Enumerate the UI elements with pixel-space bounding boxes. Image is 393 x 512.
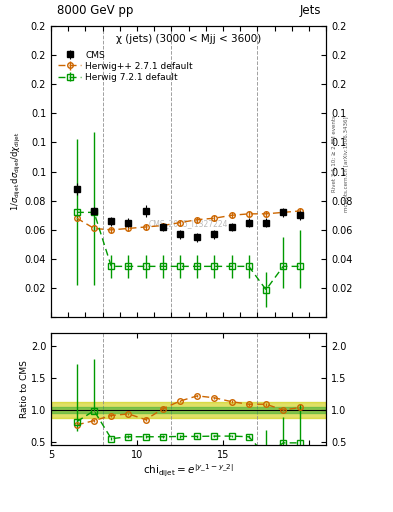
X-axis label: $\mathrm{chi}_\mathrm{dijet} = e^{|y\_1-y\_2|}$: $\mathrm{chi}_\mathrm{dijet} = e^{|y\_1-…: [143, 463, 234, 479]
Legend: CMS, Herwig++ 2.7.1 default, Herwig 7.2.1 default: CMS, Herwig++ 2.7.1 default, Herwig 7.2.…: [58, 51, 193, 82]
Y-axis label: $1/\sigma_\mathrm{dijet}\,\mathrm{d}\sigma_\mathrm{dijet}/\mathrm{d}\chi_\mathrm: $1/\sigma_\mathrm{dijet}\,\mathrm{d}\sig…: [10, 132, 23, 211]
Bar: [51, 402, 326, 418]
Text: Jets: Jets: [299, 4, 321, 17]
Bar: [51, 407, 326, 413]
Text: χ (jets) (3000 < Mjj < 3600): χ (jets) (3000 < Mjj < 3600): [116, 34, 261, 45]
Text: mcplots.cern.ch [arXiv:1306.3436]: mcplots.cern.ch [arXiv:1306.3436]: [344, 116, 349, 211]
Text: CMS_2015_I1327224: CMS_2015_I1327224: [149, 220, 228, 228]
Text: Rivet 3.1.10; ≥ 2.8M events: Rivet 3.1.10; ≥ 2.8M events: [332, 115, 337, 192]
Text: 8000 GeV pp: 8000 GeV pp: [57, 4, 133, 17]
Y-axis label: Ratio to CMS: Ratio to CMS: [20, 360, 29, 418]
